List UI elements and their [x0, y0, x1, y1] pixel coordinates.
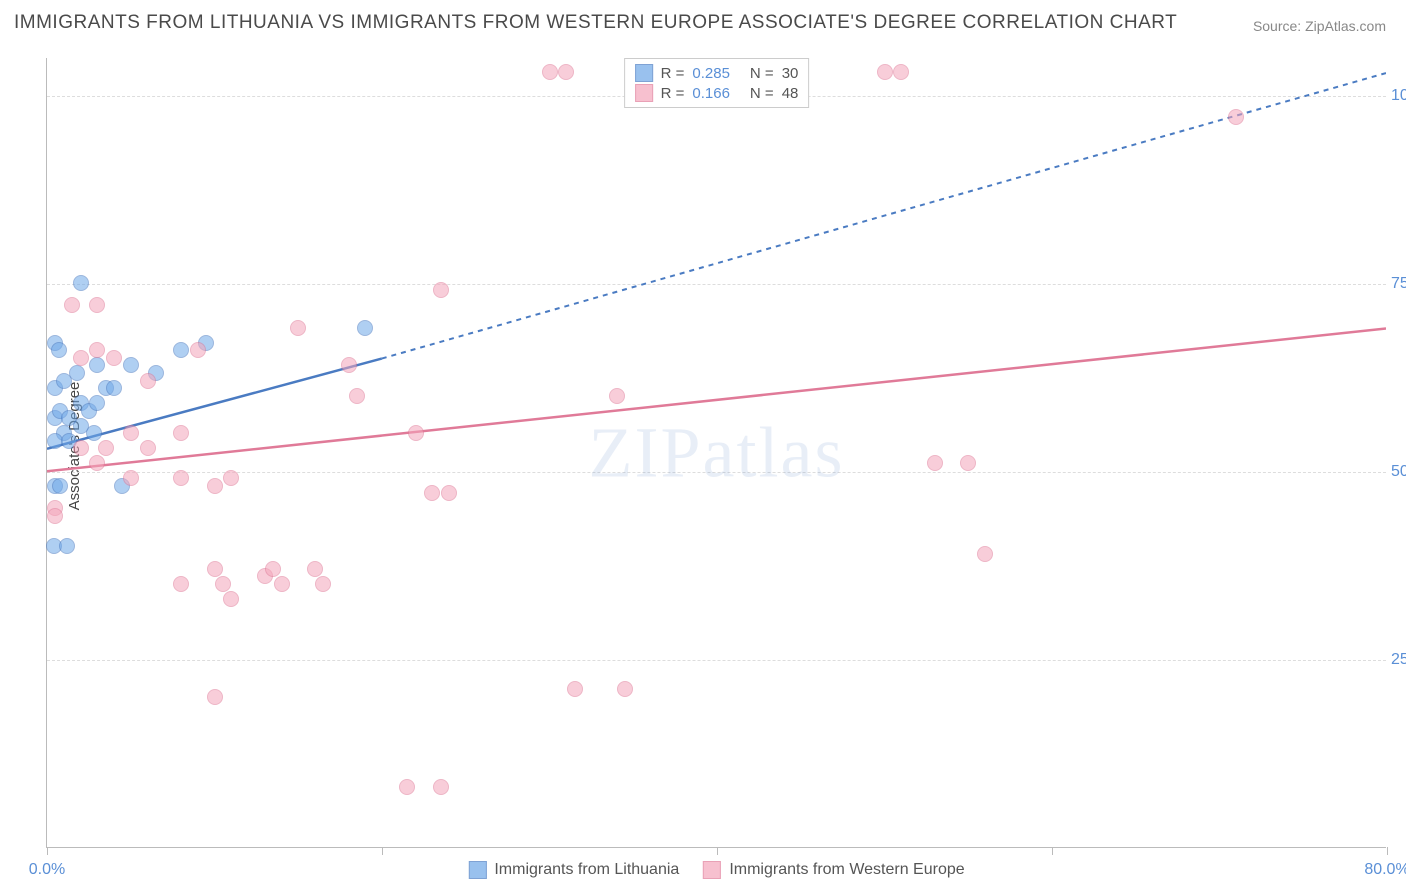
- x-tick: [1052, 847, 1053, 855]
- n-value: 48: [782, 85, 799, 102]
- legend-swatch: [703, 861, 721, 879]
- data-point: [73, 440, 89, 456]
- data-point: [265, 561, 281, 577]
- legend-swatch: [635, 84, 653, 102]
- n-value: 30: [782, 65, 799, 82]
- data-point: [73, 350, 89, 366]
- y-tick-label: 50.0%: [1391, 463, 1406, 481]
- legend-row: R = 0.285 N = 30: [635, 63, 799, 83]
- trend-lines: [47, 58, 1386, 847]
- plot-area: ZIPatlas 25.0%50.0%75.0%100.0% 0.0%80.0%…: [46, 58, 1386, 848]
- r-label: R =: [661, 85, 685, 102]
- data-point: [433, 779, 449, 795]
- data-point: [223, 591, 239, 607]
- data-point: [89, 395, 105, 411]
- chart-container: IMMIGRANTS FROM LITHUANIA VS IMMIGRANTS …: [0, 0, 1406, 892]
- data-point: [960, 455, 976, 471]
- legend-item: Immigrants from Western Europe: [703, 861, 964, 879]
- data-point: [424, 485, 440, 501]
- legend-label: Immigrants from Western Europe: [729, 861, 964, 879]
- data-point: [341, 357, 357, 373]
- data-point: [47, 508, 63, 524]
- data-point: [106, 350, 122, 366]
- data-point: [274, 576, 290, 592]
- data-point: [877, 64, 893, 80]
- y-tick-label: 75.0%: [1391, 275, 1406, 293]
- r-value: 0.285: [692, 65, 730, 82]
- data-point: [542, 64, 558, 80]
- data-point: [408, 425, 424, 441]
- data-point: [927, 455, 943, 471]
- r-label: R =: [661, 65, 685, 82]
- x-tick: [47, 847, 48, 855]
- data-point: [73, 275, 89, 291]
- data-point: [207, 478, 223, 494]
- data-point: [1228, 109, 1244, 125]
- data-point: [106, 380, 122, 396]
- data-point: [349, 388, 365, 404]
- data-point: [441, 485, 457, 501]
- data-point: [51, 342, 67, 358]
- data-point: [89, 297, 105, 313]
- n-label: N =: [750, 85, 774, 102]
- data-point: [977, 546, 993, 562]
- data-point: [433, 282, 449, 298]
- data-point: [173, 576, 189, 592]
- data-point: [893, 64, 909, 80]
- series-legend: Immigrants from Lithuania Immigrants from…: [468, 861, 964, 879]
- data-point: [123, 425, 139, 441]
- data-point: [173, 342, 189, 358]
- chart-title: IMMIGRANTS FROM LITHUANIA VS IMMIGRANTS …: [14, 12, 1177, 34]
- legend-label: Immigrants from Lithuania: [494, 861, 679, 879]
- data-point: [307, 561, 323, 577]
- x-tick: [1387, 847, 1388, 855]
- data-point: [89, 342, 105, 358]
- data-point: [140, 440, 156, 456]
- data-point: [64, 297, 80, 313]
- data-point: [567, 681, 583, 697]
- data-point: [207, 561, 223, 577]
- x-tick-label: 80.0%: [1364, 861, 1406, 879]
- data-point: [609, 388, 625, 404]
- data-point: [86, 425, 102, 441]
- data-point: [290, 320, 306, 336]
- gridline: [47, 660, 1386, 661]
- data-point: [173, 470, 189, 486]
- legend-item: Immigrants from Lithuania: [468, 861, 679, 879]
- data-point: [223, 470, 239, 486]
- data-point: [617, 681, 633, 697]
- watermark-text: ZIPatlas: [589, 411, 845, 494]
- n-label: N =: [750, 65, 774, 82]
- data-point: [69, 365, 85, 381]
- data-point: [315, 576, 331, 592]
- data-point: [59, 538, 75, 554]
- data-point: [140, 373, 156, 389]
- data-point: [89, 357, 105, 373]
- x-tick: [382, 847, 383, 855]
- gridline: [47, 284, 1386, 285]
- x-tick-label: 0.0%: [29, 861, 65, 879]
- y-tick-label: 100.0%: [1391, 87, 1406, 105]
- data-point: [98, 440, 114, 456]
- data-point: [215, 576, 231, 592]
- source-label: Source: ZipAtlas.com: [1253, 18, 1386, 34]
- data-point: [123, 470, 139, 486]
- data-point: [357, 320, 373, 336]
- x-tick: [717, 847, 718, 855]
- data-point: [399, 779, 415, 795]
- legend-swatch: [635, 64, 653, 82]
- data-point: [123, 357, 139, 373]
- legend-row: R = 0.166 N = 48: [635, 83, 799, 103]
- data-point: [173, 425, 189, 441]
- data-point: [190, 342, 206, 358]
- r-value: 0.166: [692, 85, 730, 102]
- y-tick-label: 25.0%: [1391, 651, 1406, 669]
- data-point: [207, 689, 223, 705]
- gridline: [47, 472, 1386, 473]
- legend-swatch: [468, 861, 486, 879]
- data-point: [558, 64, 574, 80]
- data-point: [89, 455, 105, 471]
- correlation-legend: R = 0.285 N = 30 R = 0.166 N = 48: [624, 58, 810, 108]
- data-point: [52, 478, 68, 494]
